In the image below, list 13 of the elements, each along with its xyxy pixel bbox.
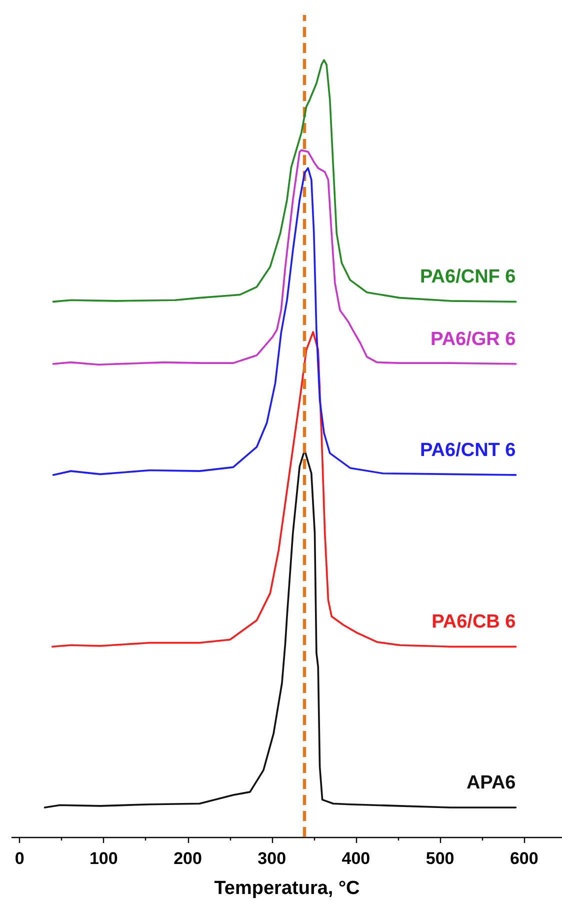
series-label: PA6/CNF 6	[420, 266, 516, 288]
x-tick-label: 600	[510, 849, 538, 868]
x-tick-label: 200	[174, 849, 202, 868]
series-label: APA6	[466, 772, 516, 794]
series-label: PA6/CB 6	[432, 612, 516, 633]
x-tick-label: 100	[89, 849, 118, 868]
x-axis-title: Temperatura, °C	[214, 878, 360, 899]
series-label: PA6/GR 6	[430, 328, 516, 350]
series-label: PA6/CNT 6	[420, 440, 516, 461]
x-tick-label: 0	[14, 849, 24, 868]
x-tick-label: 400	[342, 849, 370, 868]
x-tick-label: 500	[426, 849, 454, 868]
x-tick-label: 300	[258, 849, 286, 868]
